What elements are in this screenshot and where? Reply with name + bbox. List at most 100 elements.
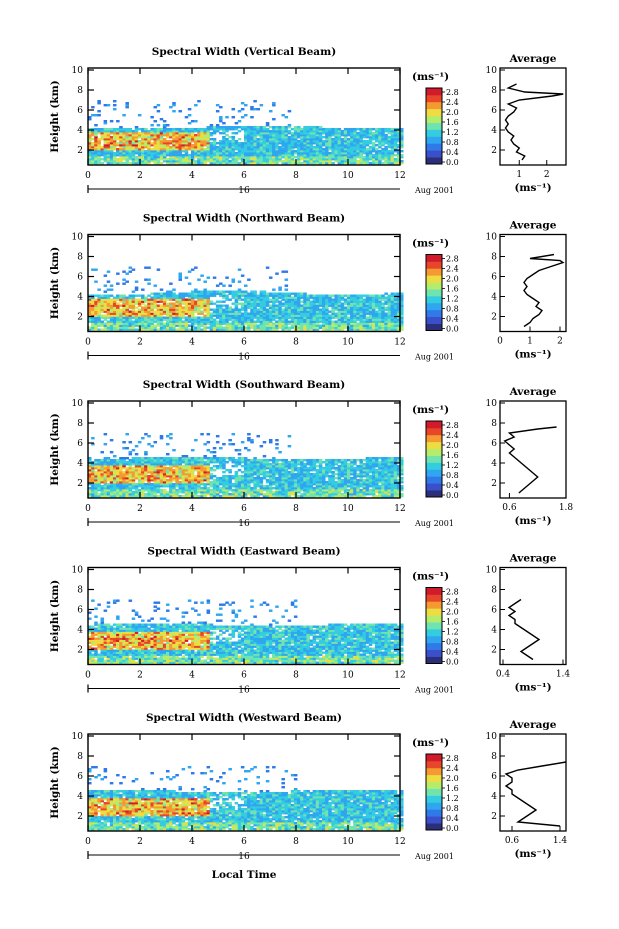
heatmap-cell (390, 302, 395, 305)
heatmap-cell (215, 487, 220, 490)
heatmap-cell (312, 308, 317, 311)
heatmap-cell (131, 132, 136, 135)
heatmap-cell (159, 136, 164, 139)
heatmap-cell (197, 136, 201, 139)
heatmap-cell (396, 328, 401, 331)
heatmap-cell (172, 156, 176, 159)
heatmap-cell (334, 320, 338, 323)
heatmap-cell (175, 314, 179, 317)
heatmap-cell (331, 162, 335, 165)
heatmap-cell (281, 160, 285, 163)
heatmap-cell (106, 130, 111, 133)
heatmap-cell (119, 491, 123, 494)
heatmap-cell (322, 162, 326, 165)
heatmap-cell (297, 154, 301, 157)
heatmap-cell (265, 308, 270, 311)
heatmap-cell (297, 306, 301, 309)
heatmap-cell (141, 154, 145, 157)
heatmap-cell (306, 126, 310, 129)
heatmap-cell (396, 144, 401, 147)
x-tick-label: 2 (137, 338, 143, 348)
heatmap-cell (303, 308, 307, 311)
heatmap-cell (88, 459, 92, 462)
heatmap-cell (328, 318, 332, 321)
heatmap-cell (200, 146, 204, 149)
heatmap-cell (141, 134, 145, 137)
heatmap-cell (259, 318, 264, 321)
heatmap-cell (234, 312, 239, 315)
colorbar-segment (426, 275, 442, 283)
heatmap-cell (234, 477, 239, 480)
heatmap-cell (253, 457, 257, 460)
heatmap-cell (153, 471, 158, 474)
heatmap-cell (247, 298, 251, 301)
heatmap-cell (234, 471, 239, 474)
heatmap-cell (197, 487, 201, 490)
heatmap-cell (103, 146, 108, 149)
heatmap-cell (206, 465, 211, 468)
heatmap-cell (244, 316, 248, 319)
heatmap-cell (250, 308, 254, 311)
heatmap-cell (306, 134, 310, 137)
heatmap-cell (362, 152, 367, 155)
heatmap-cell (169, 326, 173, 329)
heatmap-cell (159, 481, 164, 484)
heatmap-cell (278, 142, 282, 145)
heatmap-cell (306, 320, 310, 323)
heatmap-cell (225, 495, 229, 498)
heatmap-cell (172, 304, 176, 307)
heatmap-cell (156, 481, 161, 484)
heatmap-cell (378, 140, 382, 143)
heatmap-cell (259, 126, 264, 129)
heatmap-cell (178, 326, 182, 329)
heatmap-cell (203, 491, 207, 494)
heatmap-cell (256, 463, 260, 466)
heatmap-cell (256, 154, 260, 157)
heatmap-cell (181, 144, 186, 147)
heatmap-cell (219, 328, 223, 331)
heatmap-cell (253, 160, 257, 163)
heatmap-cell (134, 300, 139, 303)
heatmap-cell (197, 306, 201, 309)
heatmap-cell (278, 134, 282, 137)
heatmap-cell (250, 136, 254, 139)
heatmap-cell (212, 324, 217, 327)
heatmap-cell (325, 148, 329, 151)
heatmap-cell (278, 152, 282, 155)
heatmap-cell (187, 328, 192, 331)
heatmap-cell (131, 290, 136, 293)
heatmap-cell (200, 491, 204, 494)
heatmap-cell (197, 322, 201, 325)
heatmap-cell (234, 290, 239, 293)
heatmap-cell (181, 302, 186, 305)
heatmap-cell (350, 160, 354, 163)
heatmap-cell (125, 310, 129, 313)
heatmap-cell (169, 463, 173, 466)
heatmap-cell (172, 298, 176, 301)
heatmap-cell (178, 144, 182, 147)
heatmap-cell (234, 154, 239, 157)
heatmap-cell (187, 134, 192, 137)
heatmap-cell (343, 146, 348, 149)
heatmap-cell (172, 162, 176, 165)
heatmap-cell (231, 140, 236, 143)
heatmap-cell (350, 302, 354, 305)
heatmap-cell (381, 316, 385, 319)
heatmap-cell (371, 158, 376, 161)
heatmap-cell (393, 140, 398, 143)
heatmap-cell (275, 463, 279, 466)
heatmap-cell (318, 158, 323, 161)
heatmap-cell (334, 308, 338, 311)
heatmap-cell (272, 102, 276, 105)
heatmap-cell (400, 144, 404, 147)
heatmap-cell (378, 308, 382, 311)
heatmap-cell (109, 491, 114, 494)
heatmap-cell (253, 495, 257, 498)
heatmap-cell (222, 326, 226, 329)
heatmap-cell (256, 461, 260, 464)
heatmap-cell (200, 134, 204, 137)
heatmap-cell (116, 328, 120, 331)
heatmap-cell (297, 322, 301, 325)
heatmap-cell (387, 132, 392, 135)
heatmap-cell (103, 491, 108, 494)
